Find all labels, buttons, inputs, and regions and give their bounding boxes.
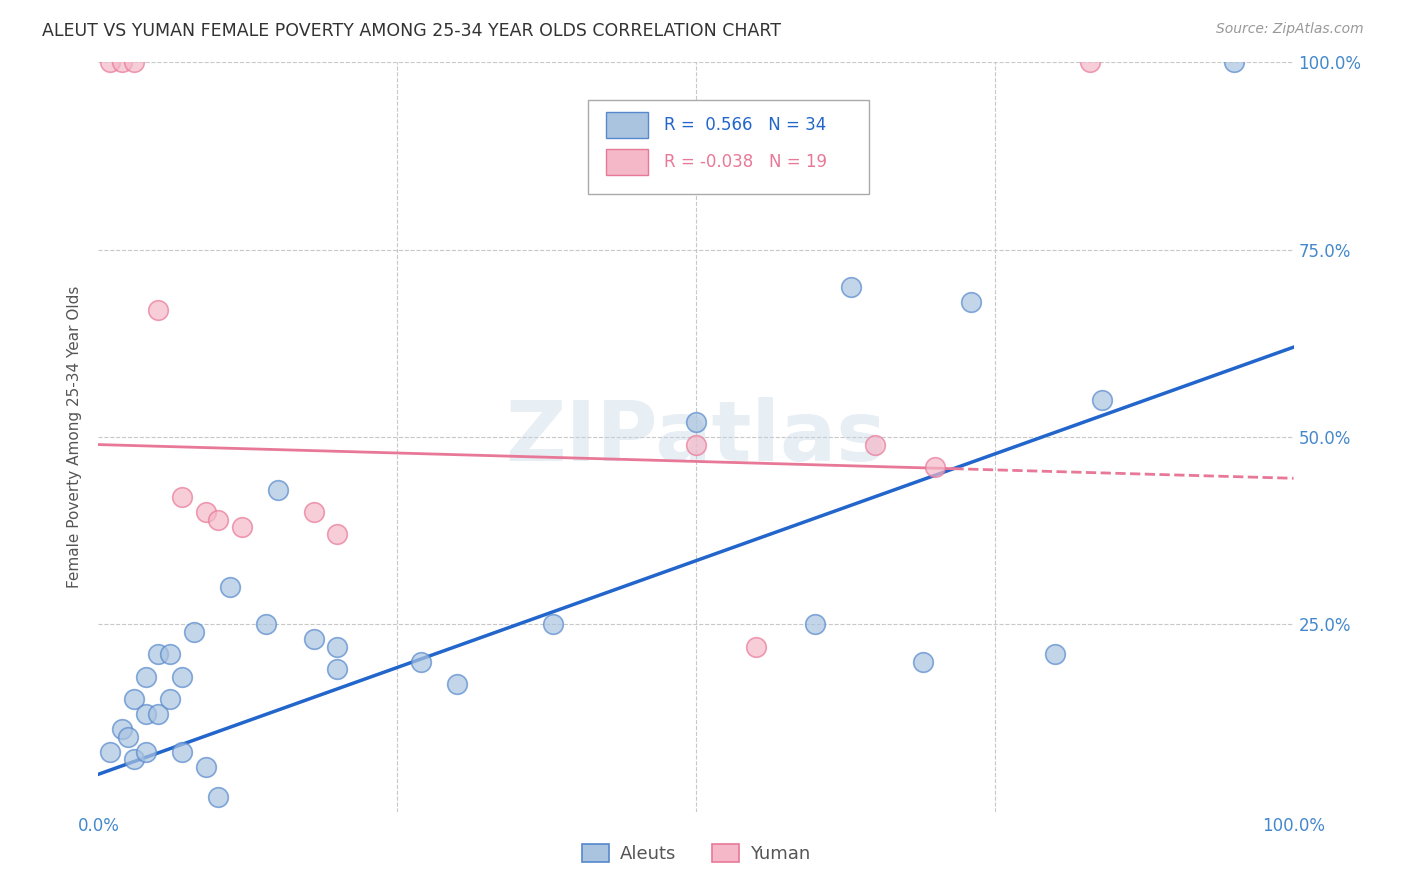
Point [231, 520, 253, 534]
Point [745, 640, 768, 654]
Point [135, 707, 157, 722]
Point [172, 490, 194, 504]
Legend: Aleuts, Yuman: Aleuts, Yuman [575, 837, 817, 870]
Point [1223, 55, 1246, 70]
Point [148, 302, 170, 317]
Point [148, 648, 170, 662]
Point [195, 760, 218, 774]
Point [124, 692, 146, 706]
Point [302, 505, 325, 519]
Point [148, 707, 170, 722]
Point [804, 617, 827, 632]
Point [183, 624, 205, 639]
Point [841, 280, 863, 294]
Point [326, 640, 349, 654]
Point [124, 752, 146, 766]
Point [911, 655, 934, 669]
Point [924, 460, 946, 475]
Point [207, 512, 229, 526]
Text: R = -0.038   N = 19: R = -0.038 N = 19 [664, 153, 827, 171]
Point [195, 505, 218, 519]
Point [135, 745, 157, 759]
Text: ZIPatlas: ZIPatlas [506, 397, 886, 477]
Point [111, 723, 134, 737]
Point [446, 677, 468, 691]
Point [159, 648, 181, 662]
Point [685, 437, 707, 451]
Point [865, 437, 887, 451]
Point [117, 730, 139, 744]
Text: R =  0.566   N = 34: R = 0.566 N = 34 [664, 116, 825, 134]
Point [1091, 392, 1114, 407]
Point [124, 55, 146, 70]
FancyBboxPatch shape [606, 112, 648, 137]
Point [1043, 648, 1066, 662]
Point [1080, 55, 1102, 70]
Point [98, 55, 122, 70]
FancyBboxPatch shape [589, 100, 869, 194]
Point [411, 655, 433, 669]
Point [98, 745, 122, 759]
Point [254, 617, 277, 632]
Point [172, 745, 194, 759]
Text: ALEUT VS YUMAN FEMALE POVERTY AMONG 25-34 YEAR OLDS CORRELATION CHART: ALEUT VS YUMAN FEMALE POVERTY AMONG 25-3… [42, 22, 782, 40]
Text: Source: ZipAtlas.com: Source: ZipAtlas.com [1216, 22, 1364, 37]
Y-axis label: Female Poverty Among 25-34 Year Olds: Female Poverty Among 25-34 Year Olds [67, 286, 83, 588]
Point [541, 617, 564, 632]
Point [172, 670, 194, 684]
Point [326, 527, 349, 541]
Point [111, 55, 134, 70]
Point [960, 295, 983, 310]
Point [219, 580, 242, 594]
Point [685, 415, 707, 429]
Point [302, 632, 325, 647]
Point [135, 670, 157, 684]
Point [207, 789, 229, 804]
Point [267, 483, 290, 497]
Point [159, 692, 181, 706]
Point [326, 662, 349, 676]
FancyBboxPatch shape [606, 149, 648, 175]
